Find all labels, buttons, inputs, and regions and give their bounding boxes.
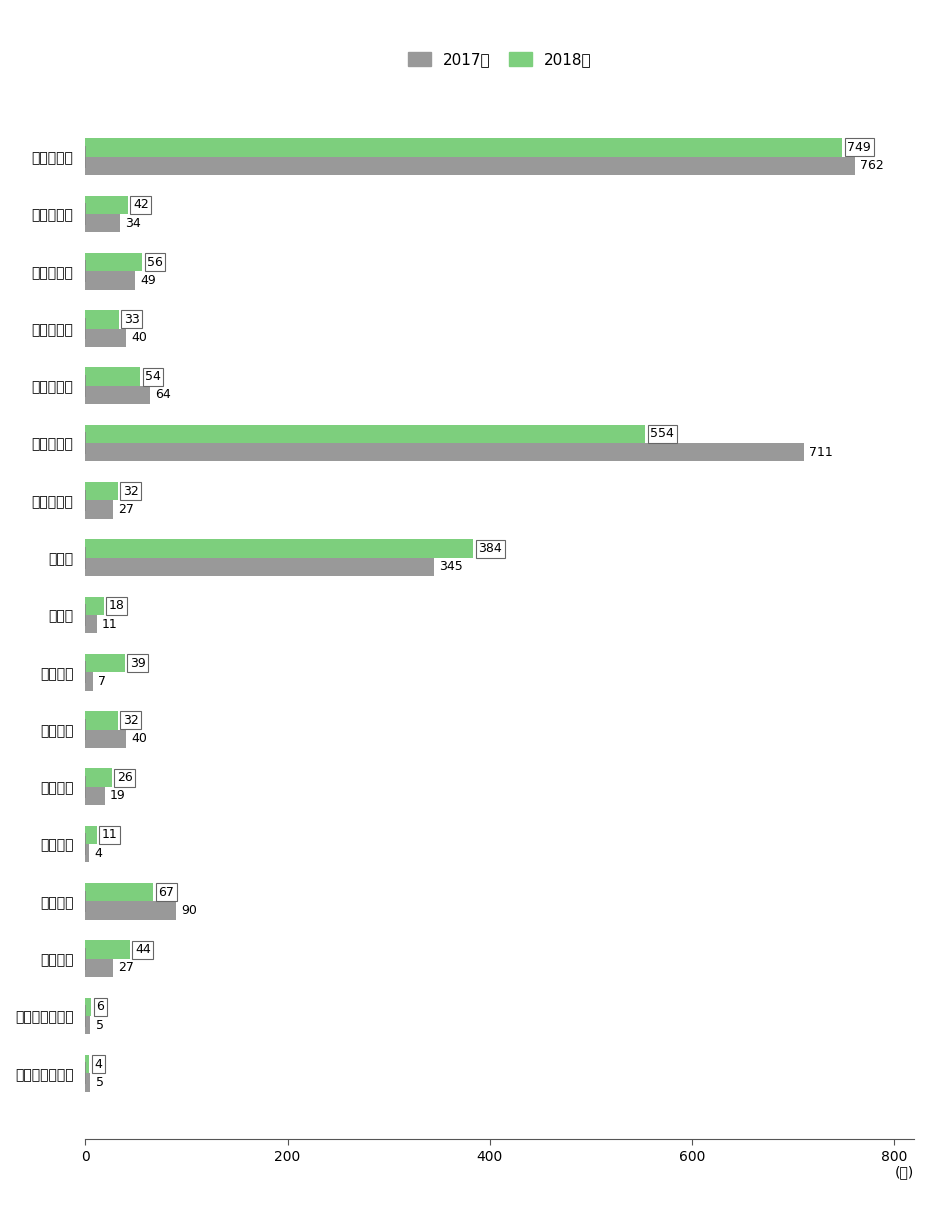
- Text: 11: 11: [101, 618, 117, 631]
- Text: 384: 384: [478, 542, 502, 554]
- Text: 5: 5: [96, 1076, 103, 1090]
- Bar: [85, 139, 842, 157]
- Bar: [85, 1017, 90, 1035]
- Text: 42: 42: [133, 198, 148, 212]
- Text: 4: 4: [95, 1058, 102, 1070]
- Text: 18: 18: [109, 599, 124, 613]
- Bar: [85, 367, 140, 385]
- Text: 345: 345: [439, 561, 462, 573]
- Bar: [85, 883, 153, 901]
- Text: 90: 90: [181, 903, 197, 917]
- Text: 33: 33: [123, 313, 139, 326]
- Text: 27: 27: [118, 503, 134, 516]
- Text: 4: 4: [95, 846, 102, 860]
- Text: 6: 6: [97, 1001, 104, 1013]
- Legend: 2017년, 2018년: 2017년, 2018년: [401, 46, 597, 73]
- Bar: [85, 271, 135, 289]
- Bar: [85, 196, 128, 214]
- Text: 26: 26: [117, 771, 133, 784]
- Text: 39: 39: [130, 657, 146, 670]
- Text: 11: 11: [101, 828, 117, 841]
- Text: 32: 32: [122, 714, 138, 727]
- Text: 56: 56: [147, 255, 162, 269]
- Text: 749: 749: [846, 141, 870, 154]
- Bar: [85, 826, 97, 844]
- Bar: [85, 958, 112, 976]
- Bar: [85, 844, 89, 862]
- Bar: [85, 615, 97, 634]
- Bar: [85, 540, 473, 558]
- Bar: [85, 654, 124, 672]
- Bar: [85, 1055, 89, 1074]
- Bar: [85, 1074, 90, 1092]
- Text: 64: 64: [155, 388, 171, 401]
- Text: 44: 44: [135, 944, 150, 956]
- Bar: [85, 730, 125, 748]
- Bar: [85, 997, 91, 1017]
- Text: 19: 19: [110, 789, 125, 803]
- Text: 67: 67: [158, 885, 174, 899]
- Text: 27: 27: [118, 962, 134, 974]
- Text: 32: 32: [122, 485, 138, 497]
- Bar: [85, 940, 130, 958]
- Bar: [85, 597, 104, 615]
- Text: 40: 40: [131, 732, 147, 745]
- Bar: [85, 711, 118, 730]
- Bar: [85, 424, 645, 443]
- Bar: [85, 310, 119, 328]
- Text: 711: 711: [808, 446, 831, 458]
- Text: 34: 34: [124, 216, 140, 230]
- Bar: [85, 558, 433, 576]
- Text: 54: 54: [145, 370, 161, 383]
- Text: (건): (건): [894, 1165, 913, 1180]
- Bar: [85, 443, 803, 461]
- Bar: [85, 901, 176, 919]
- Bar: [85, 253, 142, 271]
- Text: 49: 49: [140, 274, 156, 287]
- Bar: [85, 328, 125, 347]
- Bar: [85, 157, 855, 175]
- Bar: [85, 214, 120, 232]
- Bar: [85, 385, 150, 404]
- Bar: [85, 482, 118, 501]
- Text: 40: 40: [131, 331, 147, 344]
- Text: 5: 5: [96, 1019, 103, 1031]
- Text: 7: 7: [97, 675, 106, 688]
- Bar: [85, 672, 93, 691]
- Text: 762: 762: [859, 159, 883, 173]
- Bar: [85, 769, 111, 787]
- Text: 554: 554: [650, 428, 674, 440]
- Bar: [85, 787, 105, 805]
- Bar: [85, 501, 112, 519]
